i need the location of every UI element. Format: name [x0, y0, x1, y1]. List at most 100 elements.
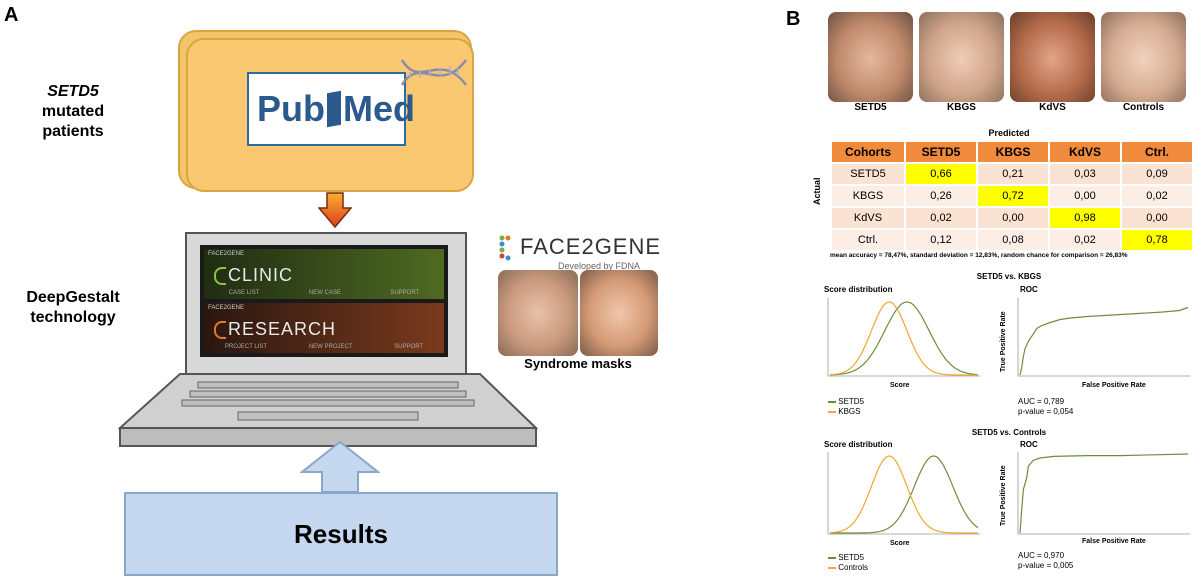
face-label-kdvs: KdVS [1039, 102, 1066, 113]
face-controls [1101, 12, 1186, 102]
syndrome-mask-face-1 [498, 270, 578, 356]
down-arrow-icon [318, 192, 352, 228]
research-logo-icon [214, 321, 226, 339]
pubmed-left-text: Pub [257, 88, 325, 129]
panel-b-letter: B [786, 8, 801, 30]
table-cell: 0,78 [1120, 228, 1194, 252]
syndrome-masks-label: Syndrome masks [524, 356, 632, 371]
research-menu: PROJECT LIST NEW PROJECT SUPPORT [204, 344, 444, 350]
row-label: KBGS [830, 184, 906, 208]
table-cell: 0,00 [976, 206, 1050, 230]
score-dist-title-1: Score distribution [824, 285, 893, 294]
table-cell: 0,03 [1048, 162, 1122, 186]
table-cell: 0,66 [904, 162, 978, 186]
legend-swatch-green [828, 557, 836, 559]
comparison-title-2: SETD5 vs. Controls [971, 428, 1047, 437]
developed-by-text: Developed by FDNA [558, 261, 641, 271]
face-kdvs [1010, 12, 1095, 102]
clinic-brand: FACE2GENE [208, 251, 245, 257]
menu-new-project[interactable]: NEW PROJECT [308, 344, 353, 350]
patients-text: mutated patients [41, 103, 105, 140]
score-distribution-chart-1 [827, 298, 980, 377]
legend-label-controls: Controls [838, 563, 869, 572]
legend-label-kbgs: KBGS [838, 407, 861, 416]
face-label-controls: Controls [1122, 102, 1165, 113]
roc-stats-1: AUC = 0,789 p-value = 0,054 [1018, 397, 1073, 417]
menu-support[interactable]: SUPPORT [390, 290, 420, 296]
menu-new-case[interactable]: NEW CASE [308, 290, 341, 296]
clinic-menu: CASE LIST NEW CASE SUPPORT [204, 290, 444, 296]
table-row: KdVS 0,02 0,00 0,98 0,00 [830, 206, 1194, 230]
gene-name: SETD5 [47, 83, 99, 100]
row-label: Ctrl. [830, 228, 906, 252]
header-cohorts: Cohorts [830, 140, 906, 164]
table-cell: 0,09 [1120, 162, 1194, 186]
pubmed-logo: Pub Med [247, 72, 415, 146]
table-cell: 0,21 [976, 162, 1050, 186]
accuracy-note: mean accuracy = 78,47%, standard deviati… [830, 252, 1128, 259]
roc-curve [1019, 306, 1189, 376]
legend-2: SETD5 Controls [828, 553, 868, 573]
menu-project-list[interactable]: PROJECT LIST [224, 344, 268, 350]
table-cell: 0,72 [976, 184, 1050, 208]
actual-label: Actual [812, 177, 822, 205]
series-line-controls [829, 455, 978, 534]
research-title: RESEARCH [228, 319, 337, 339]
face-setd5 [828, 12, 913, 102]
xlabel-fpr-2: False Positive Rate [1082, 538, 1146, 545]
table-row: Ctrl. 0,12 0,08 0,02 0,78 [830, 228, 1194, 252]
legend-swatch-orange [828, 567, 836, 569]
xlabel-score-1: Score [890, 382, 910, 389]
header-ctrl: Ctrl. [1120, 140, 1194, 164]
table-cell: 0,02 [904, 206, 978, 230]
legend-label-setd5: SETD5 [838, 397, 865, 406]
clinic-title: CLINIC [228, 265, 294, 285]
roc-chart-2 [1017, 452, 1190, 535]
research-brand: FACE2GENE [208, 305, 245, 311]
legend-swatch-green [828, 401, 836, 403]
ylabel-tpr-2: True Positive Rate [1000, 465, 1007, 526]
syndrome-mask-face-2 [580, 270, 658, 356]
setd5-patients-label: SETD5 mutated patients [18, 82, 128, 142]
confusion-matrix: Cohorts SETD5 KBGS KdVS Ctrl. SETD5 0,66… [830, 140, 1194, 252]
series-line-setd5 [830, 455, 979, 534]
header-setd5: SETD5 [904, 140, 978, 164]
auc-2: AUC = 0,970 [1018, 551, 1065, 560]
score-distribution-chart-2 [827, 452, 980, 535]
auc-1: AUC = 0,789 [1018, 397, 1065, 406]
face-label-setd5: SETD5 [854, 102, 887, 113]
pvalue-1: p-value = 0,054 [1018, 407, 1074, 416]
face2gene-logo-icon [498, 234, 518, 262]
series-line-setd5 [830, 301, 979, 376]
row-label: KdVS [830, 206, 906, 230]
research-band[interactable]: FACE2GENE RESEARCH PROJECT LIST NEW PROJ… [204, 303, 444, 353]
panel-a-letter: A [4, 4, 19, 26]
roc-curve [1019, 453, 1189, 534]
pubmed-right-text: Med [343, 88, 415, 129]
header-kdvs: KdVS [1048, 140, 1122, 164]
comparison-title-1: SETD5 vs. KBGS [976, 272, 1042, 281]
score-dist-title-2: Score distribution [824, 440, 893, 449]
face-label-kbgs: KBGS [947, 102, 976, 113]
up-arrow-icon [300, 440, 380, 493]
face2gene-logo-text: FACE2GENE [520, 234, 662, 259]
face2gene-app-screen: FACE2GENE CLINIC CASE LIST NEW CASE SUPP… [200, 245, 448, 357]
xlabel-score-2: Score [890, 540, 910, 547]
deepgestalt-label: DeepGestalt technology [26, 289, 120, 326]
menu-case-list[interactable]: CASE LIST [228, 290, 260, 296]
face-kbgs [919, 12, 1004, 102]
laptop-base [118, 373, 538, 447]
clinic-logo-icon [214, 267, 226, 285]
series-line-kbgs [829, 301, 978, 376]
table-row: SETD5 0,66 0,21 0,03 0,09 [830, 162, 1194, 186]
table-cell: 0,12 [904, 228, 978, 252]
clinic-band[interactable]: FACE2GENE CLINIC CASE LIST NEW CASE SUPP… [204, 249, 444, 299]
dna-icon [400, 59, 468, 86]
legend-1: SETD5 KBGS [828, 397, 864, 417]
roc-stats-2: AUC = 0,970 p-value = 0,005 [1018, 551, 1073, 571]
menu-support-research[interactable]: SUPPORT [394, 344, 424, 350]
legend-swatch-orange [828, 411, 836, 413]
table-cell: 0,00 [1120, 206, 1194, 230]
row-label: SETD5 [830, 162, 906, 186]
header-kbgs: KBGS [976, 140, 1050, 164]
